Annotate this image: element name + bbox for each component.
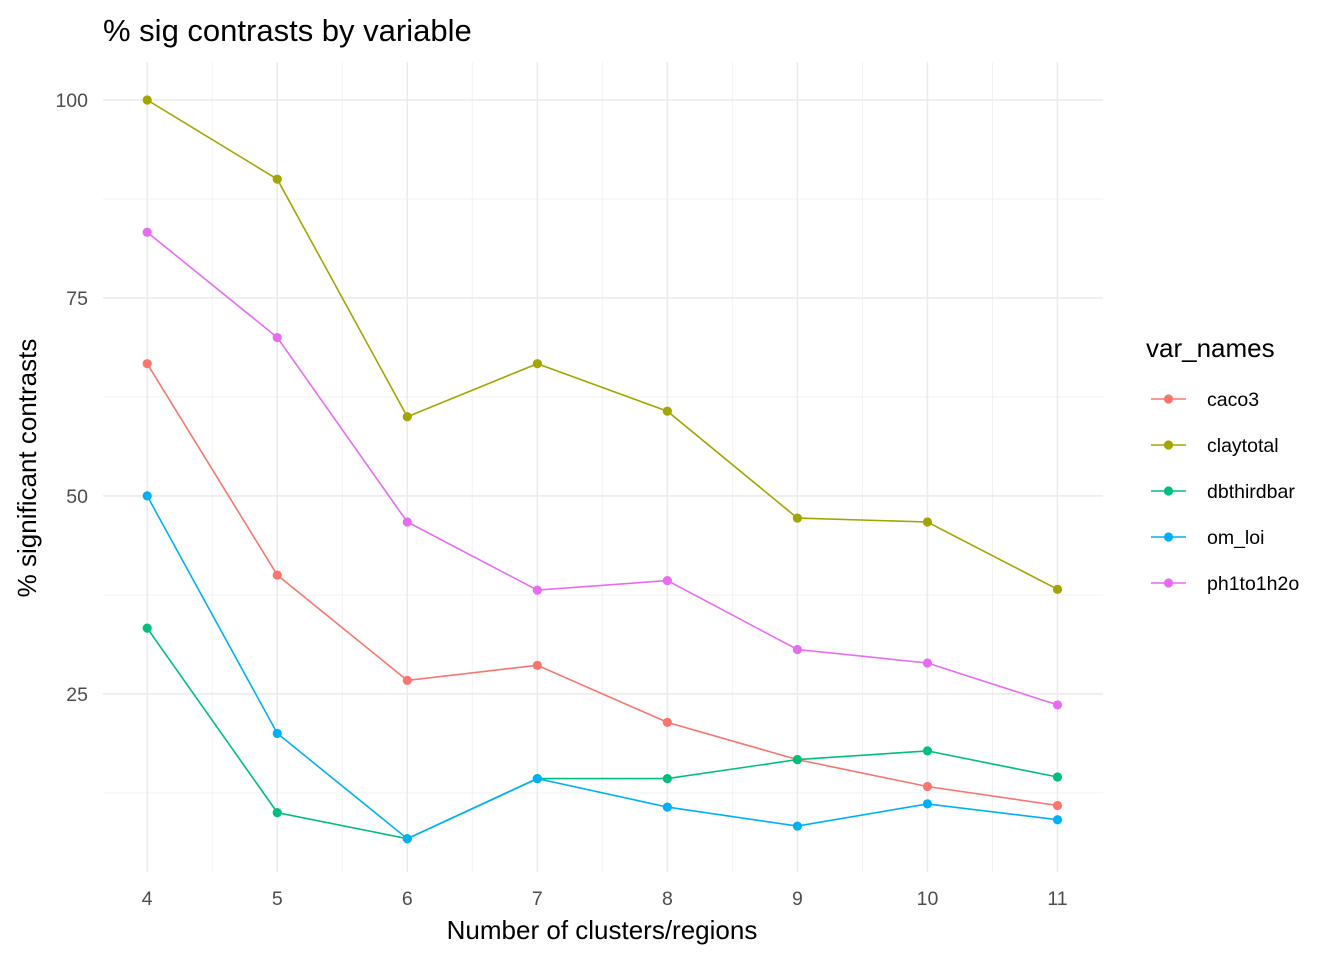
series-points (142, 95, 1063, 844)
data-point-ph1to1h2o (792, 644, 803, 655)
data-point-caco3 (402, 675, 412, 685)
legend-key-point (1163, 578, 1174, 588)
data-point-ph1to1h2o (1052, 700, 1063, 710)
legend-title: var_names (1146, 333, 1275, 363)
y-tick-label: 50 (66, 486, 88, 508)
x-axis-ticks: 4 5 6 7 8 9 10 11 (142, 888, 1068, 910)
legend: var_names caco3 claytotal dbthirdbar om_loi… (1146, 333, 1299, 595)
data-point-caco3 (662, 717, 672, 727)
data-point-dbthirdbar (792, 754, 803, 765)
x-tick-label: 5 (272, 888, 283, 910)
x-tick-label: 10 (917, 888, 939, 910)
legend-key-point (1163, 394, 1174, 404)
data-point-dbthirdbar (1052, 772, 1063, 782)
data-point-dbthirdbar (662, 773, 672, 784)
legend-label: ph1to1h2o (1207, 573, 1299, 595)
series-line-caco3 (146, 363, 1058, 807)
data-point-caco3 (1052, 800, 1063, 811)
x-tick-label: 8 (662, 888, 673, 910)
data-point-ph1to1h2o (922, 658, 933, 668)
y-tick-label: 75 (66, 288, 88, 310)
legend-label: dbthirdbar (1207, 481, 1295, 503)
data-point-claytotal (272, 174, 282, 184)
data-point-dbthirdbar (922, 746, 933, 756)
legend-label: caco3 (1207, 389, 1259, 411)
data-point-om_loi (922, 799, 933, 809)
data-point-om_loi (1052, 815, 1063, 825)
grid-major (103, 62, 1103, 872)
legend-label: om_loi (1207, 527, 1264, 549)
data-point-caco3 (532, 660, 542, 670)
data-point-dbthirdbar (272, 808, 282, 818)
data-point-om_loi (792, 821, 803, 831)
x-tick-label: 11 (1047, 888, 1067, 910)
legend-key-point (1163, 532, 1174, 542)
x-tick-label: 7 (532, 888, 543, 910)
data-point-ph1to1h2o (662, 576, 672, 586)
y-axis-title: % significant contrasts (12, 339, 42, 598)
data-point-claytotal (402, 412, 412, 422)
legend-item-claytotal: claytotal (1151, 435, 1279, 457)
y-tick-label: 100 (55, 90, 88, 112)
data-point-caco3 (142, 359, 152, 369)
data-point-om_loi (142, 491, 152, 501)
series-line-dbthirdbar (146, 627, 1058, 840)
legend-item-ph1to1h2o: ph1to1h2o (1151, 573, 1299, 595)
legend-key-point (1163, 486, 1174, 496)
series-line-ph1to1h2o (146, 231, 1058, 706)
legend-label: claytotal (1207, 435, 1279, 457)
data-point-claytotal (662, 406, 672, 416)
data-point-ph1to1h2o (532, 585, 542, 595)
data-point-ph1to1h2o (402, 517, 412, 527)
data-point-om_loi (272, 728, 282, 739)
series-line-om_loi (146, 495, 1058, 840)
data-point-caco3 (272, 570, 282, 580)
data-point-claytotal (1052, 584, 1063, 594)
legend-items: caco3 claytotal dbthirdbar om_loi ph1to1h2o (1151, 389, 1299, 595)
grid-minor (103, 62, 1103, 872)
data-point-caco3 (922, 781, 933, 792)
x-tick-label: 4 (142, 888, 153, 910)
data-point-om_loi (662, 802, 672, 812)
data-point-om_loi (402, 834, 412, 844)
series-lines (146, 99, 1058, 840)
data-point-claytotal (792, 513, 803, 523)
legend-item-om_loi: om_loi (1151, 527, 1264, 549)
y-axis-ticks: 25 50 75 100 (55, 90, 88, 706)
x-tick-label: 6 (402, 888, 413, 910)
data-point-ph1to1h2o (142, 227, 152, 237)
x-tick-label: 9 (792, 888, 803, 910)
data-point-claytotal (532, 359, 542, 369)
legend-key-point (1163, 440, 1174, 450)
data-point-ph1to1h2o (272, 332, 282, 343)
data-point-om_loi (532, 773, 542, 784)
data-point-dbthirdbar (142, 623, 152, 633)
chart-title: % sig contrasts by variable (103, 13, 472, 48)
legend-item-dbthirdbar: dbthirdbar (1151, 481, 1295, 503)
y-tick-label: 25 (66, 684, 88, 706)
x-axis-title: Number of clusters/regions (447, 915, 758, 945)
series-line-claytotal (146, 99, 1058, 591)
legend-item-caco3: caco3 (1151, 389, 1259, 411)
data-point-claytotal (142, 95, 152, 105)
data-point-claytotal (922, 517, 933, 527)
